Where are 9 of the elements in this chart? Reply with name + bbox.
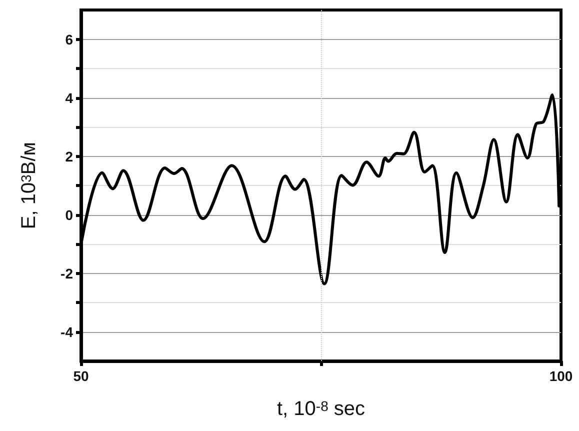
- y-tick-label: 2: [65, 148, 74, 164]
- y-tick-label: -4: [60, 324, 74, 340]
- y-tick-label: 4: [65, 90, 74, 106]
- y-axis-title: E, 103В/м: [18, 142, 40, 230]
- y-tick-label: 6: [65, 31, 74, 48]
- x-tick-label: 100: [549, 368, 573, 384]
- x-tick-label: 50: [73, 368, 89, 384]
- y-tick-label: -2: [60, 265, 74, 282]
- y-tick-label: 0: [65, 206, 74, 223]
